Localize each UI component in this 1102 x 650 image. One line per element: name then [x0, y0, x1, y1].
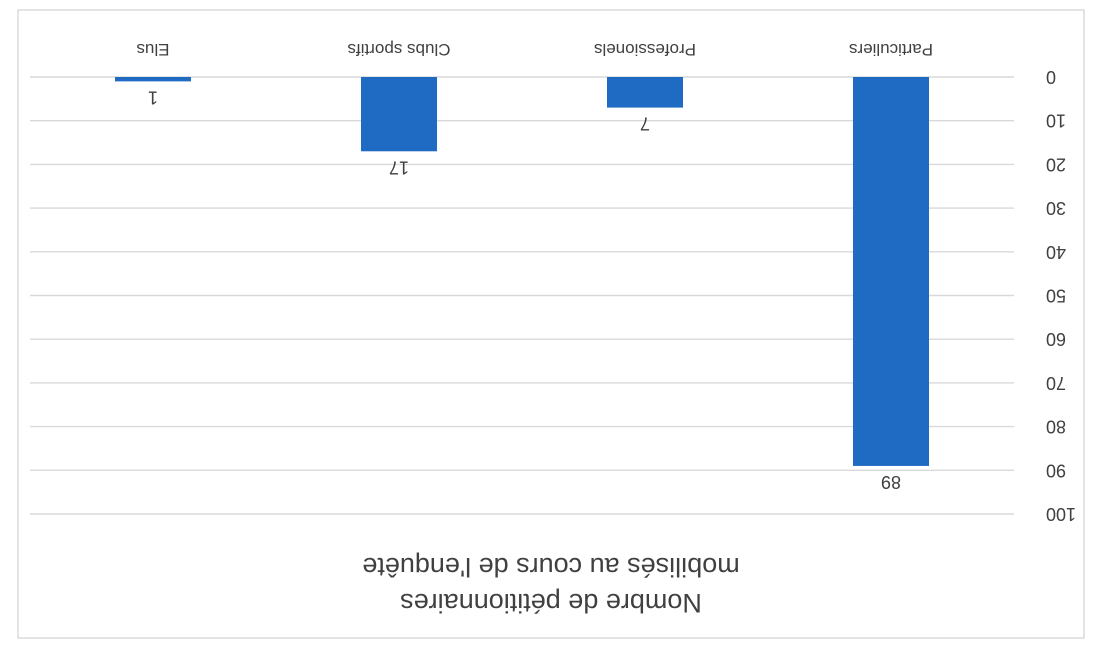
bar	[115, 77, 191, 82]
bar	[361, 77, 437, 152]
data-labels: 89 7 17 1	[148, 87, 901, 492]
bar	[607, 77, 683, 108]
bars	[115, 77, 929, 466]
bar-value-label: 7	[640, 114, 650, 134]
bar-value-label: 1	[148, 87, 158, 107]
y-tick-label: 30	[1046, 198, 1066, 218]
y-tick-label: 10	[1046, 111, 1066, 131]
category-label: Clubs sportifs	[348, 40, 451, 59]
y-tick-label: 20	[1046, 154, 1066, 174]
y-tick-label: 40	[1046, 242, 1066, 262]
category-labels: Particuliers Professionels Clubs sportifs E…	[136, 40, 933, 59]
category-label: Particuliers	[849, 40, 933, 59]
y-tick-label: 0	[1046, 67, 1056, 87]
gridlines	[30, 76, 1014, 515]
y-axis-tick-labels: 0 10 20 30 40 50 60 70 80 90 100	[1046, 67, 1076, 524]
chart-title-line-1: Nombre de pétitionnaires	[400, 588, 702, 618]
y-tick-label: 90	[1046, 460, 1066, 480]
chart-title-line-2: mobilisés au cours de l'enquête	[362, 552, 739, 582]
bar-value-label: 89	[881, 472, 901, 492]
y-tick-label: 100	[1046, 504, 1076, 524]
y-tick-label: 70	[1046, 373, 1066, 393]
y-tick-label: 50	[1046, 286, 1066, 306]
chart-frame	[17, 9, 1085, 639]
category-label: Elus	[136, 40, 169, 59]
y-tick-label: 60	[1046, 329, 1066, 349]
category-label: Professionels	[594, 40, 696, 59]
bar	[853, 77, 929, 466]
y-tick-label: 80	[1046, 417, 1066, 437]
bar-value-label: 17	[389, 157, 409, 177]
